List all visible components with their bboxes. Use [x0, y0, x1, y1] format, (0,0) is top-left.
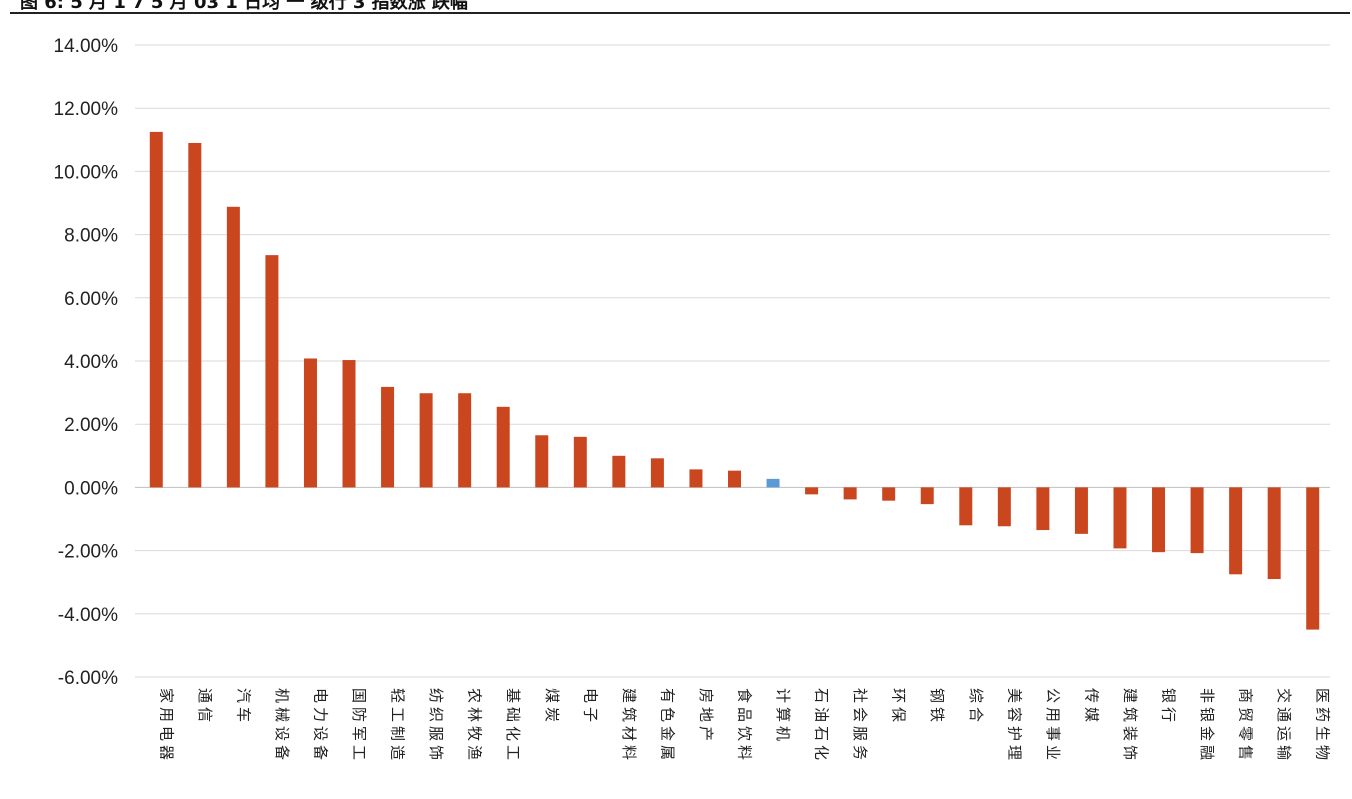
x-tick-label: 非银金融 [1198, 688, 1216, 764]
y-tick-label: 4.00% [64, 352, 118, 373]
y-axis-labels: 14.00% 12.00% 10.00% 8.00% 6.00% 4.00% 2.00% 0.… [54, 36, 119, 689]
x-tick-label: 基础化工 [504, 688, 522, 764]
x-tick-label: 纺织服饰 [427, 688, 445, 764]
bar-1 [188, 142, 202, 488]
bar-6 [381, 386, 395, 488]
x-tick-label: 社会服务 [851, 688, 869, 764]
x-tick-label: 电子 [581, 688, 599, 726]
x-tick-label: 医药生物 [1314, 688, 1332, 764]
x-tick-label: 轻工制造 [389, 688, 407, 764]
bar-0 [149, 131, 163, 488]
bar-28 [1229, 487, 1243, 575]
bar-22 [997, 487, 1011, 527]
bar-19 [882, 487, 896, 501]
y-tick-label: 6.00% [64, 289, 118, 310]
bar-15 [728, 470, 741, 488]
x-tick-label: 传媒 [1082, 688, 1100, 726]
bar-30 [1306, 487, 1320, 630]
x-tick-label: 机械设备 [273, 688, 291, 764]
y-tick-label: 10.00% [54, 162, 119, 183]
bar-13 [650, 458, 664, 488]
x-tick-label: 银行 [1160, 688, 1178, 726]
x-tick-label: 有色金属 [658, 688, 676, 764]
bar-14 [689, 469, 703, 488]
bar-11 [573, 436, 587, 488]
x-tick-label: 农林牧渔 [466, 688, 484, 764]
x-tick-label: 煤炭 [543, 688, 561, 726]
x-tick-label: 家用电器 [157, 688, 175, 764]
bar-24 [1074, 487, 1088, 534]
x-tick-label: 交通运输 [1275, 688, 1293, 764]
x-tick-label: 美容护理 [1005, 688, 1023, 764]
bar-12 [612, 455, 626, 488]
bar-26 [1152, 487, 1166, 553]
y-tick-label: -6.00% [58, 668, 118, 689]
bar-18 [843, 487, 857, 500]
x-tick-label: 商贸零售 [1237, 688, 1255, 764]
y-tick-label: -2.00% [58, 542, 118, 563]
x-tick-label: 综合 [967, 688, 985, 726]
y-tick-label: 2.00% [64, 415, 118, 436]
x-tick-label: 建筑材料 [620, 688, 638, 764]
x-tick-label: 石油石化 [813, 688, 831, 764]
bar-5 [342, 360, 356, 488]
bar-20 [920, 487, 934, 505]
y-tick-label: 0.00% [64, 478, 118, 499]
y-tick-label: 12.00% [54, 99, 119, 120]
bar-16 [766, 478, 780, 488]
x-tick-label: 环保 [890, 688, 908, 726]
bar-29 [1267, 487, 1281, 580]
x-tick-label: 汽车 [234, 688, 252, 726]
bar-10 [535, 435, 549, 488]
bar-23 [1036, 487, 1050, 531]
x-tick-label: 国防军工 [350, 688, 368, 764]
bar-7 [419, 393, 433, 488]
bar-4 [303, 358, 317, 488]
x-tick-label: 电力设备 [311, 688, 329, 764]
x-tick-label: 钢铁 [928, 688, 946, 726]
bar-3 [265, 255, 279, 488]
grid-layer [135, 44, 1330, 678]
x-tick-label: 计算机 [774, 688, 792, 745]
x-tick-label: 建筑装饰 [1121, 688, 1139, 764]
x-tick-label: 房地产 [697, 688, 715, 745]
x-axis-labels: 家用电器 通信 汽车 机械设备 电力设备 国防军工 轻工制造 纺织服饰 农林牧渔 基础化工 煤炭 电子… [157, 688, 1331, 764]
x-tick-label: 公用事业 [1044, 688, 1062, 764]
y-tick-label: 14.00% [54, 36, 119, 57]
bar-2 [226, 206, 240, 488]
x-tick-label: 通信 [196, 688, 214, 726]
bar-27 [1190, 487, 1204, 554]
x-tick-label: 食品饮料 [736, 688, 754, 764]
bar-layer [149, 131, 1320, 630]
bar-25 [1113, 487, 1127, 549]
figure-title: 图 6: 5 月 1 7 5 月 03 1 日均 一 级行 3 指数涨 跌幅 [20, 0, 468, 13]
bar-8 [458, 393, 472, 488]
bar-21 [959, 487, 973, 526]
bar-17 [805, 487, 819, 495]
bar-9 [496, 406, 510, 488]
y-tick-label: 8.00% [64, 226, 118, 247]
title-rule [10, 12, 1350, 14]
y-tick-label: -4.00% [58, 605, 118, 626]
